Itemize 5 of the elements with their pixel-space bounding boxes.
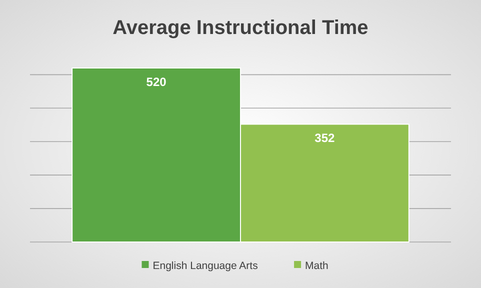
series-label: English Language Arts xyxy=(152,260,258,272)
chart-title: Average Instructional Time xyxy=(112,17,368,39)
legend-label: Math xyxy=(305,260,329,272)
data-label: 520 xyxy=(146,75,167,89)
data-label: 352 xyxy=(314,131,336,146)
